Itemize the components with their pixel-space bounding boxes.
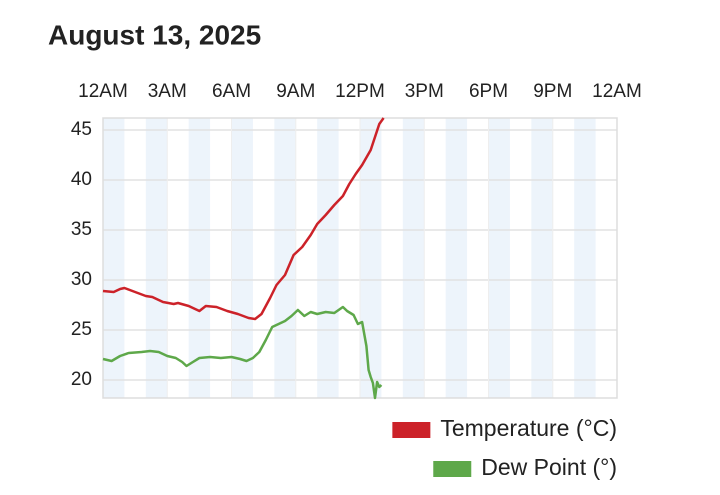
line	[102, 117, 385, 321]
hour-stripe	[360, 118, 382, 398]
x-tick-label: 12PM	[335, 81, 385, 102]
y-tick-label: 25	[71, 319, 92, 340]
plot-border	[102, 117, 618, 399]
legend-swatch	[392, 422, 431, 438]
hour-stripe	[231, 118, 253, 398]
y-tick-label: 35	[71, 219, 92, 240]
legend-swatch	[433, 461, 472, 477]
y-tick-label: 45	[71, 119, 92, 140]
hour-stripe	[574, 118, 596, 398]
hour-stripe	[317, 118, 339, 398]
x-tick-label: 3PM	[405, 81, 444, 102]
hour-stripe	[274, 118, 296, 398]
hour-stripe	[488, 118, 510, 398]
legend-label: Temperature (°C)	[440, 415, 617, 441]
x-tick-label: 12AM	[592, 81, 642, 102]
x-tick-label: 6AM	[212, 81, 251, 102]
hour-stripe	[402, 118, 425, 398]
x-tick-label: 3AM	[148, 81, 187, 102]
chart-title: August 13, 2025	[48, 19, 261, 50]
x-tick-label: 6PM	[469, 81, 508, 102]
hour-stripe	[188, 118, 211, 398]
y-tick-label: 40	[71, 169, 92, 190]
x-tick-label: 9PM	[533, 81, 572, 102]
line	[102, 305, 383, 400]
hour-stripe	[145, 118, 168, 398]
y-tick-label: 20	[71, 369, 92, 390]
x-tick-label: 12AM	[78, 81, 128, 102]
hour-stripe	[103, 118, 125, 398]
y-tick-label: 30	[71, 269, 92, 290]
hour-stripe	[531, 118, 553, 398]
legend-label: Dew Point (°)	[481, 454, 617, 480]
hour-stripe	[445, 118, 468, 398]
x-tick-label: 9AM	[276, 81, 315, 102]
